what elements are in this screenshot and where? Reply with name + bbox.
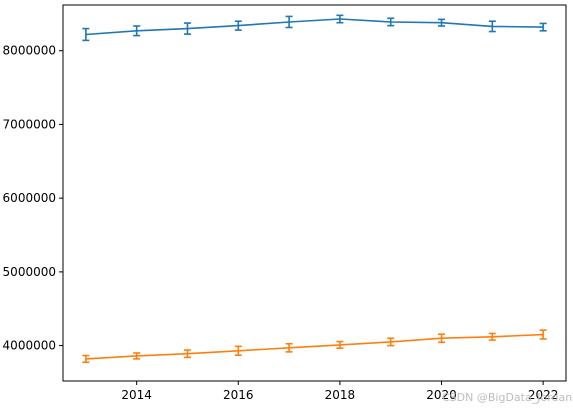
y-tick-label: 8000000 (3, 44, 56, 58)
y-tick-label: 4000000 (3, 339, 56, 353)
ticks-layer: 2014 2016 2018 2020 2022 4000000 5000000 600000… (3, 44, 559, 402)
x-tick-label: 2014 (121, 388, 152, 402)
watermark: CSDN @BigData_Jordan (442, 391, 572, 404)
y-tick-label: 5000000 (3, 265, 56, 279)
axes-frame (62, 4, 567, 382)
series-1-line (85, 18, 544, 36)
y-tick-label: 7000000 (3, 117, 56, 131)
plot-layer (82, 14, 547, 364)
x-tick-label: 2020 (426, 388, 457, 402)
x-tick-label: 2016 (223, 388, 254, 402)
x-tick-label: 2022 (528, 388, 559, 402)
y-tick-label: 6000000 (3, 191, 56, 205)
x-tick-label: 2018 (325, 388, 356, 402)
series-2-line (85, 333, 544, 360)
